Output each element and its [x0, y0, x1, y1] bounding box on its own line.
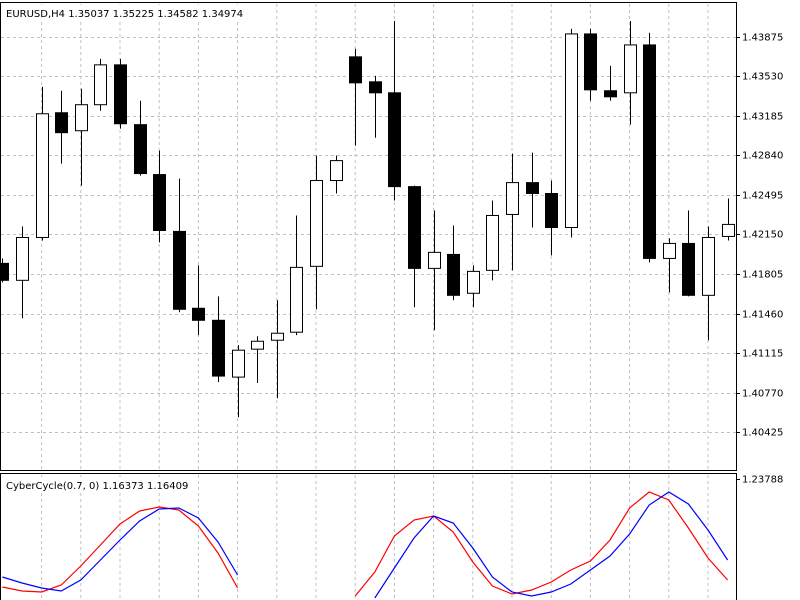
candle-body [134, 124, 147, 175]
candle-body [349, 56, 362, 84]
candle-body [428, 251, 441, 269]
marks [0, 20, 735, 599]
candle-body [16, 236, 29, 281]
candle-body [153, 174, 166, 231]
candle-body [369, 81, 382, 94]
candle-body [232, 349, 245, 378]
y-tick-label: 1.43530 [742, 72, 783, 83]
candle-body [251, 340, 264, 350]
candle-body [388, 92, 401, 188]
y-tick-label: 1.42150 [742, 230, 783, 241]
candle-body [663, 242, 676, 259]
candle-body [682, 242, 695, 296]
candle-body [75, 104, 88, 132]
indicator-line [2, 491, 729, 597]
y-tick-label: 1.23788 [742, 475, 783, 486]
candle-body [192, 307, 205, 321]
candle-body [702, 236, 715, 296]
y-tick-label: 1.43875 [742, 33, 783, 44]
candle-body [114, 64, 127, 125]
candle-body [467, 270, 480, 294]
candle-body [545, 192, 558, 229]
y-tick-label: 1.41115 [742, 349, 783, 360]
indicator-line [2, 491, 729, 599]
candle-body [55, 112, 68, 134]
candle-body [486, 214, 499, 271]
candle-body [212, 319, 225, 377]
y-tick-label: 1.41805 [742, 270, 783, 281]
candle-body [506, 182, 519, 215]
y-tick-label: 1.40425 [742, 428, 783, 439]
candle-body [290, 266, 303, 333]
grid [1, 4, 736, 599]
chart-title: EURUSD,H4 1.35037 1.35225 1.34582 1.3497… [6, 9, 243, 20]
candle-body [310, 180, 323, 267]
candle-body [643, 44, 656, 259]
candle-body [94, 64, 107, 106]
candle-body [584, 33, 597, 91]
y-tick-label: 1.42495 [742, 191, 783, 202]
candle-body [526, 182, 539, 194]
candle-body [330, 160, 343, 182]
candle-body [0, 262, 9, 281]
title-bg [2, 5, 270, 22]
candle-body [604, 90, 617, 98]
y-tick-label: 1.41460 [742, 310, 783, 321]
candle-body [447, 253, 460, 296]
y-tick-label: 1.43185 [742, 112, 783, 123]
candle-body [624, 44, 637, 94]
candle-body [408, 186, 421, 269]
candle-body [271, 332, 284, 341]
y-tick-label: 1.40770 [742, 389, 783, 400]
indicator-title-bg [2, 477, 198, 493]
indicator-title: CyberCycle(0.7, 0) 1.16373 1.16409 [6, 481, 188, 492]
candle-body [565, 33, 578, 229]
candle-body [173, 230, 186, 310]
y-tick-label: 1.42840 [742, 151, 783, 162]
candle-body [722, 223, 735, 237]
candle-body [36, 113, 49, 238]
